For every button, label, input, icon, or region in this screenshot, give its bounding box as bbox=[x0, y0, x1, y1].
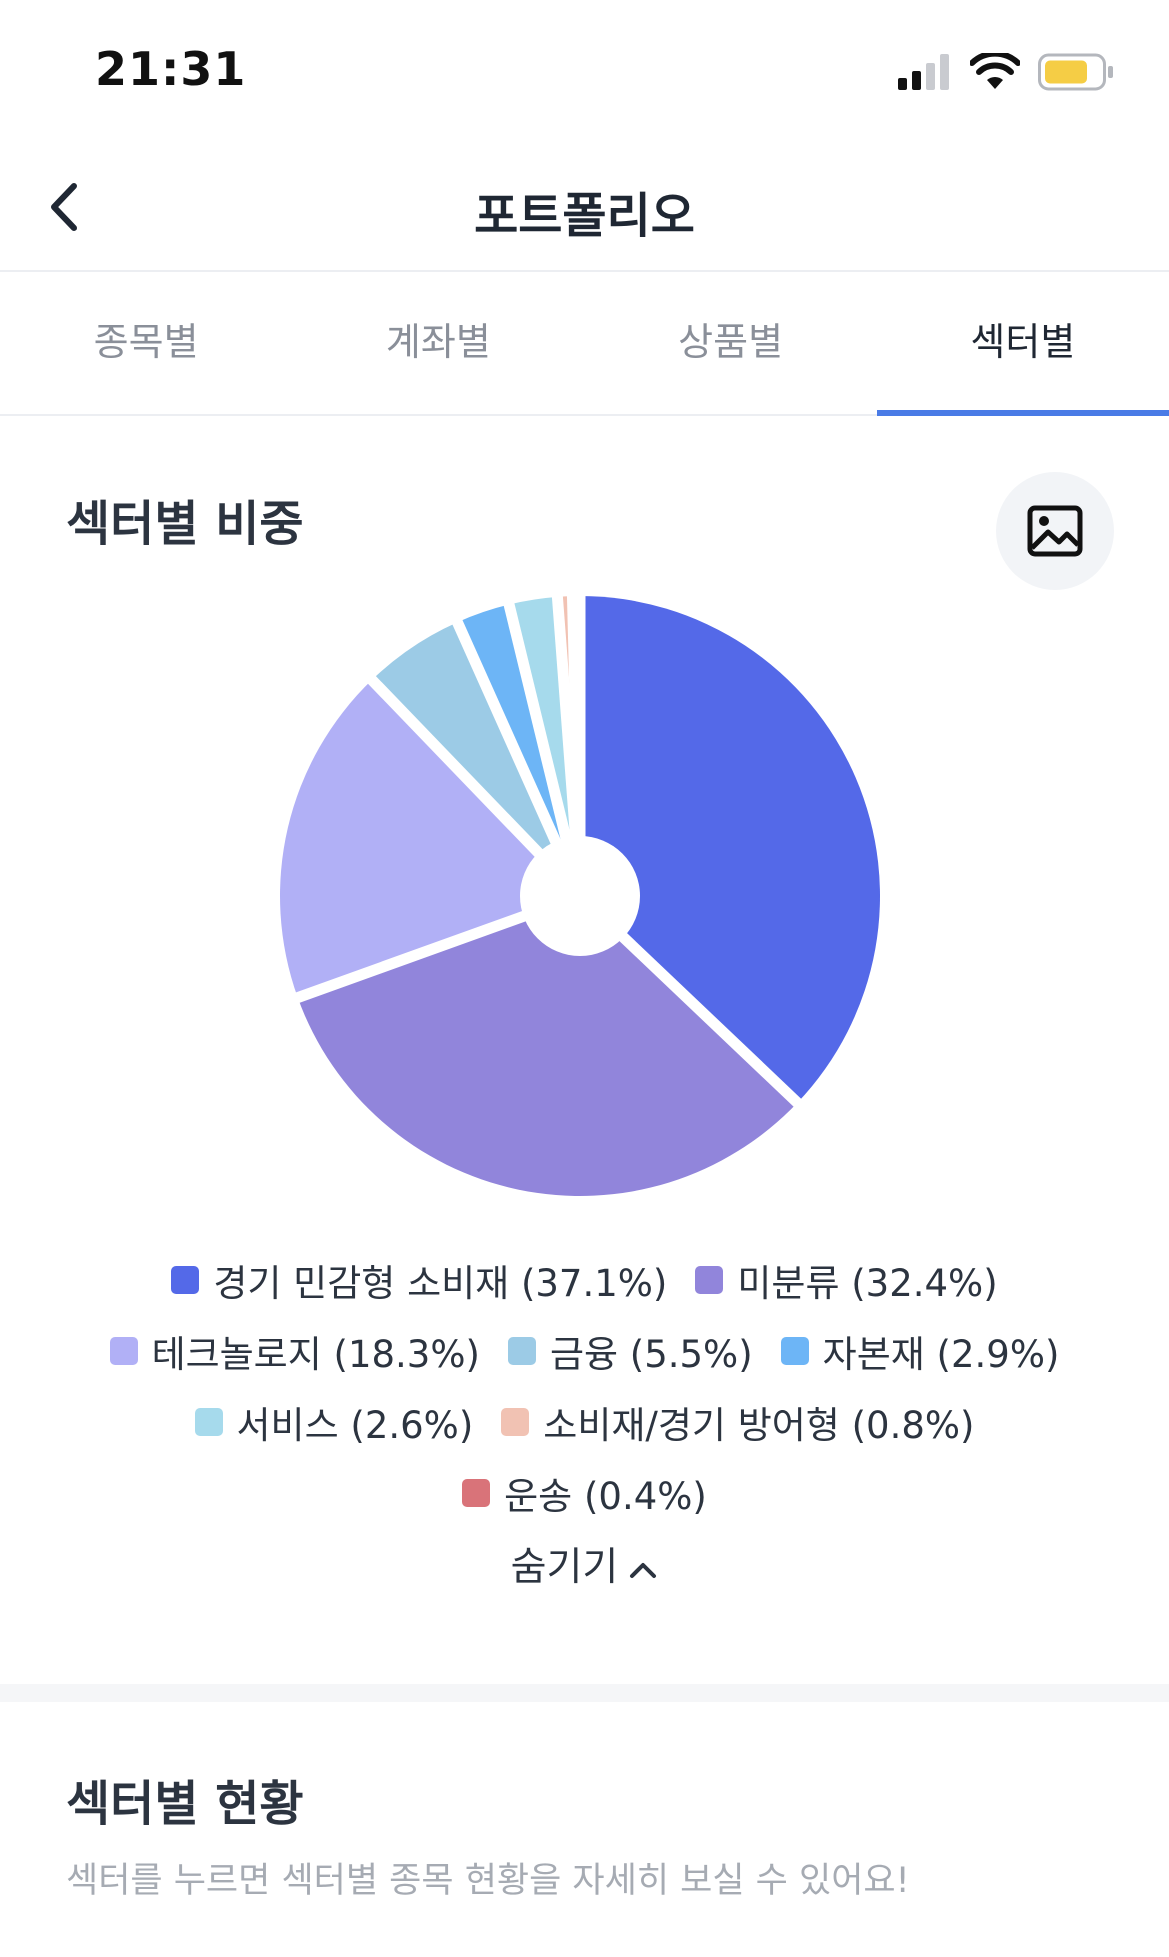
section-title: 섹터별 비중 bbox=[66, 496, 304, 552]
legend-item[interactable]: 금융 (5.5%) bbox=[507, 1324, 753, 1378]
legend-label: 서비스 (2.6%) bbox=[236, 1403, 474, 1447]
sector-pie-chart bbox=[280, 590, 880, 1196]
legend-label: 소비재/경기 방어형 (0.8%) bbox=[543, 1403, 975, 1447]
battery-icon bbox=[1038, 53, 1113, 91]
legend-swatch bbox=[171, 1265, 200, 1294]
legend-row: 서비스 (2.6%) 소비재/경기 방어형 (0.8%) bbox=[0, 1386, 1169, 1457]
legend-swatch bbox=[501, 1407, 530, 1436]
save-image-button[interactable] bbox=[996, 472, 1114, 590]
chevron-up-icon bbox=[630, 1562, 657, 1578]
chart-legend: 경기 민감형 소비재 (37.1%) 미분류 (32.4%) 테크놀로지 (18… bbox=[0, 1244, 1169, 1528]
back-button[interactable] bbox=[40, 178, 90, 236]
legend-label: 자본재 (2.9%) bbox=[822, 1332, 1060, 1376]
section-divider bbox=[0, 1684, 1169, 1702]
legend-row: 운송 (0.4%) bbox=[0, 1457, 1169, 1528]
hide-label: 숨기기 bbox=[510, 1545, 619, 1590]
legend-item[interactable]: 미분류 (32.4%) bbox=[695, 1253, 998, 1307]
chevron-left-icon bbox=[51, 183, 77, 231]
wifi-icon bbox=[970, 53, 1020, 89]
pie-slice-1[interactable] bbox=[580, 596, 880, 1103]
legend-item[interactable]: 소비재/경기 방어형 (0.8%) bbox=[501, 1395, 974, 1449]
legend-label: 금융 (5.5%) bbox=[549, 1332, 753, 1376]
sector-status-section: 섹터별 현황 섹터를 누르면 섹터별 종목 현황을 자세히 보실 수 있어요! bbox=[0, 1702, 1169, 1957]
legend-swatch bbox=[109, 1336, 138, 1365]
section-title: 섹터별 현황 bbox=[66, 1776, 304, 1832]
status-bar: 21:31 bbox=[0, 0, 1169, 130]
pie-slice-2[interactable] bbox=[297, 896, 798, 1196]
pie-slice-4[interactable] bbox=[371, 622, 580, 896]
legend-row: 테크놀로지 (18.3%) 금융 (5.5%) 자본재 (2.9%) bbox=[0, 1315, 1169, 1386]
tab-by-sector[interactable]: 섹터별 bbox=[876, 272, 1169, 416]
page-title: 포트폴리오 bbox=[474, 188, 695, 244]
legend-row: 경기 민감형 소비재 (37.1%) 미분류 (32.4%) bbox=[0, 1244, 1169, 1315]
legend-item[interactable]: 서비스 (2.6%) bbox=[194, 1395, 474, 1449]
tab-by-account[interactable]: 계좌별 bbox=[385, 320, 491, 364]
legend-item[interactable]: 운송 (0.4%) bbox=[462, 1466, 707, 1520]
cellular-signal-icon bbox=[898, 54, 949, 90]
legend-swatch bbox=[507, 1336, 536, 1365]
tab-by-product[interactable]: 상품별 bbox=[678, 320, 784, 364]
sector-weight-section: 섹터별 비중 경기 민감형 소비재 (37.1%) 미분류 (32.4%) 테크… bbox=[0, 416, 1169, 1684]
legend-swatch bbox=[695, 1265, 724, 1294]
legend-label: 미분류 (32.4%) bbox=[737, 1261, 998, 1305]
legend-item[interactable]: 자본재 (2.9%) bbox=[780, 1324, 1060, 1378]
legend-label: 운송 (0.4%) bbox=[504, 1474, 707, 1518]
legend-item[interactable]: 테크놀로지 (18.3%) bbox=[109, 1324, 480, 1378]
legend-swatch bbox=[780, 1336, 809, 1365]
legend-label: 테크놀로지 (18.3%) bbox=[151, 1332, 480, 1376]
legend-swatch bbox=[462, 1478, 491, 1507]
legend-label: 경기 민감형 소비재 (37.1%) bbox=[213, 1261, 668, 1305]
section-subtitle: 섹터를 누르면 섹터별 종목 현황을 자세히 보실 수 있어요! bbox=[66, 1861, 910, 1901]
status-time: 21:31 bbox=[95, 42, 247, 96]
tab-by-stock[interactable]: 종목별 bbox=[93, 320, 199, 364]
pie-center-hole bbox=[520, 836, 640, 956]
status-icons bbox=[898, 50, 1114, 94]
legend-swatch bbox=[194, 1407, 223, 1436]
navigation-bar: 포트폴리오 bbox=[0, 140, 1169, 272]
tab-bar: 종목별 계좌별 상품별 섹터별 bbox=[0, 272, 1169, 416]
hide-legend-button[interactable]: 숨기기 bbox=[0, 1536, 1169, 1592]
image-icon bbox=[1027, 505, 1083, 557]
legend-item[interactable]: 경기 민감형 소비재 (37.1%) bbox=[171, 1253, 667, 1307]
